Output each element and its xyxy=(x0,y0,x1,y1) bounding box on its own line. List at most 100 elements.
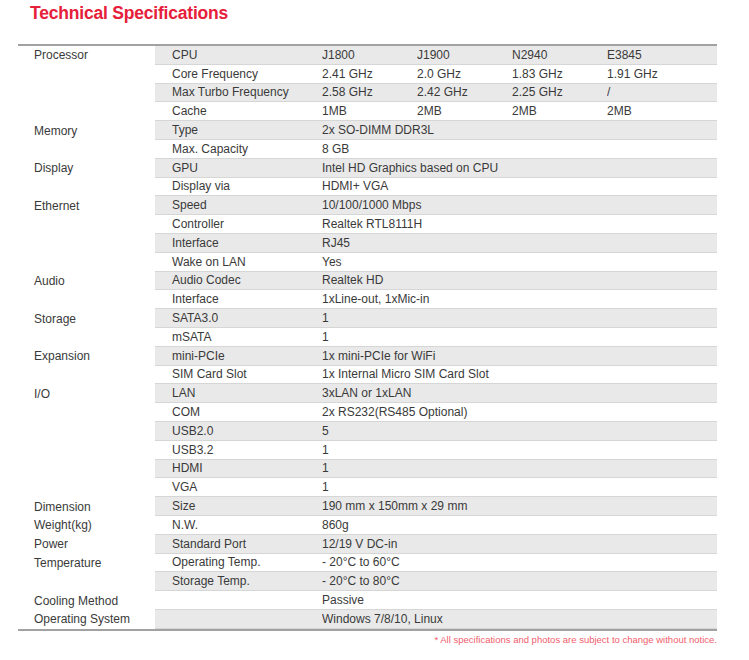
category-cell xyxy=(18,84,155,103)
spec-label: Storage Temp. xyxy=(155,574,322,588)
footnote: * All specifications and photos are subj… xyxy=(434,634,717,645)
spec-value: 1 xyxy=(322,330,717,344)
spec-row-content: Type2x SO-DIMM DDR3L xyxy=(155,121,717,140)
table-row: ProcessorCPUJ1800J1900N2940E3845 xyxy=(18,46,717,65)
category-cell xyxy=(18,102,155,121)
spec-value: 2x RS232(RS485 Optional) xyxy=(322,405,717,419)
spec-value: 1MB xyxy=(322,104,417,118)
spec-row-content: Standard Port12/19 V DC-in xyxy=(155,535,717,554)
spec-row-content: N.W.860g xyxy=(155,516,717,535)
category-cell xyxy=(18,215,155,234)
spec-label: Size xyxy=(155,499,322,513)
spec-value: Passive xyxy=(322,593,717,607)
spec-label: COM xyxy=(155,405,322,419)
table-row: StorageSATA3.01 xyxy=(18,309,717,328)
spec-row-content: Cache1MB2MB2MB2MB xyxy=(155,102,717,121)
category-cell: Ethernet xyxy=(18,196,155,215)
table-row: AudioAudio CodecRealtek HD xyxy=(18,272,717,291)
spec-value: 2.25 GHz xyxy=(512,85,607,99)
table-row: mSATA1 xyxy=(18,328,717,347)
spec-label: Interface xyxy=(155,236,322,250)
spec-value: 1.83 GHz xyxy=(512,67,607,81)
spec-value: - 20°C to 80°C xyxy=(322,574,717,588)
spec-row-content: GPUIntel HD Graphics based on CPU xyxy=(155,159,717,178)
table-row: Cache1MB2MB2MB2MB xyxy=(18,102,717,121)
category-cell xyxy=(18,572,155,591)
spec-value: 1 xyxy=(322,461,717,475)
spec-row-content: Max Turbo Frequency2.58 GHz2.42 GHz2.25 … xyxy=(155,84,717,103)
spec-value: 1 xyxy=(322,480,717,494)
category-cell xyxy=(18,178,155,197)
table-row: PowerStandard Port12/19 V DC-in xyxy=(18,535,717,554)
spec-value: 5 xyxy=(322,424,717,438)
spec-row-content: Max. Capacity8 GB xyxy=(155,140,717,159)
spec-value: Realtek RTL8111H xyxy=(322,217,717,231)
category-cell: Storage xyxy=(18,309,155,328)
spec-label: Speed xyxy=(155,198,322,212)
spec-label: CPU xyxy=(155,48,322,62)
spec-row-content: Interface1xLine-out, 1xMic-in xyxy=(155,290,717,309)
spec-value: Yes xyxy=(322,255,717,269)
spec-label: HDMI xyxy=(155,461,322,475)
spec-label: Wake on LAN xyxy=(155,255,322,269)
spec-row-content: CPUJ1800J1900N2940E3845 xyxy=(155,46,717,65)
table-row: HDMI1 xyxy=(18,460,717,479)
spec-label: mSATA xyxy=(155,330,322,344)
table-row: Cooling MethodPassive xyxy=(18,591,717,610)
spec-value: 2x SO-DIMM DDR3L xyxy=(322,123,717,137)
spec-label: USB3.2 xyxy=(155,443,322,457)
table-row: Core Frequency2.41 GHz2.0 GHz1.83 GHz1.9… xyxy=(18,65,717,84)
category-cell: Expansion xyxy=(18,347,155,366)
spec-row-content: Windows 7/8/10, Linux xyxy=(155,610,717,629)
table-row: Expansionmini-PCIe1x mini-PCIe for WiFi xyxy=(18,347,717,366)
spec-value: RJ45 xyxy=(322,236,717,250)
spec-row-content: Size190 mm x 150mm x 29 mm xyxy=(155,497,717,516)
spec-value: 1x mini-PCIe for WiFi xyxy=(322,349,717,363)
spec-label: Standard Port xyxy=(155,537,322,551)
table-row: USB2.05 xyxy=(18,422,717,441)
table-row: VGA1 xyxy=(18,478,717,497)
spec-value: 2.58 GHz xyxy=(322,85,417,99)
spec-table: ProcessorCPUJ1800J1900N2940E3845Core Fre… xyxy=(18,44,717,631)
spec-row-content: USB2.05 xyxy=(155,422,717,441)
category-cell xyxy=(18,140,155,159)
table-row: Weight(kg)N.W.860g xyxy=(18,516,717,535)
spec-value: / xyxy=(607,85,702,99)
category-cell xyxy=(18,328,155,347)
spec-value: Realtek HD xyxy=(322,273,717,287)
category-cell: Weight(kg) xyxy=(18,516,155,535)
category-cell: Processor xyxy=(18,46,155,65)
category-cell: Temperature xyxy=(18,554,155,573)
spec-row-content: HDMI1 xyxy=(155,460,717,479)
spec-value: E3845 xyxy=(607,48,702,62)
table-row: Wake on LANYes xyxy=(18,253,717,272)
spec-page: Technical Specifications ProcessorCPUJ18… xyxy=(0,0,749,660)
spec-row-content: Core Frequency2.41 GHz2.0 GHz1.83 GHz1.9… xyxy=(155,65,717,84)
spec-row-content: VGA1 xyxy=(155,478,717,497)
spec-row-content: Passive xyxy=(155,591,717,610)
table-row: Max. Capacity8 GB xyxy=(18,140,717,159)
category-cell xyxy=(18,441,155,460)
category-cell: Dimension xyxy=(18,497,155,516)
spec-value: 1xLine-out, 1xMic-in xyxy=(322,292,717,306)
spec-label: Type xyxy=(155,123,322,137)
category-cell: Memory xyxy=(18,121,155,140)
spec-label: N.W. xyxy=(155,518,322,532)
table-row: Operating SystemWindows 7/8/10, Linux xyxy=(18,610,717,629)
spec-value: 1 xyxy=(322,443,717,457)
spec-row-content: SIM Card Slot1x Internal Micro SIM Card … xyxy=(155,366,717,385)
category-cell xyxy=(18,460,155,479)
table-row: COM2x RS232(RS485 Optional) xyxy=(18,403,717,422)
spec-value: 2.42 GHz xyxy=(417,85,512,99)
spec-value: J1900 xyxy=(417,48,512,62)
spec-value: 860g xyxy=(322,518,717,532)
table-row: DisplayGPUIntel HD Graphics based on CPU xyxy=(18,159,717,178)
spec-label: GPU xyxy=(155,161,322,175)
table-row: Interface1xLine-out, 1xMic-in xyxy=(18,290,717,309)
spec-value: N2940 xyxy=(512,48,607,62)
table-row: TemperatureOperating Temp.- 20°C to 60°C xyxy=(18,554,717,573)
spec-row-content: Wake on LANYes xyxy=(155,253,717,272)
category-cell: Operating System xyxy=(18,610,155,629)
table-row: Storage Temp.- 20°C to 80°C xyxy=(18,572,717,591)
spec-row-content: ControllerRealtek RTL8111H xyxy=(155,215,717,234)
